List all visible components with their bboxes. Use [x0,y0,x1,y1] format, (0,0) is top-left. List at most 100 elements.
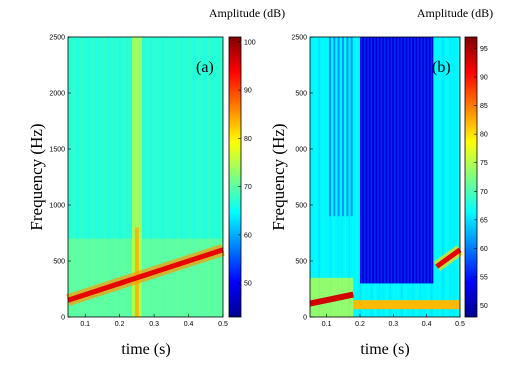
stripe [204,37,207,317]
low-band [353,300,460,310]
y-tick-label: 000 [295,147,307,154]
quiet-stripe [407,37,409,284]
stripe [177,37,180,317]
stripe [123,37,125,317]
colorbar-b [465,37,477,317]
quiet-stripe [387,37,389,284]
quiet-stripe [374,37,376,284]
x-tick-label: 0.2 [115,321,125,328]
colorbar-b-label: Amplitude (dB) [417,6,493,20]
stripe [181,37,183,317]
colorbar-tick-label: 90 [480,75,488,82]
y-axis-label-a: Frequency (Hz) [27,123,46,230]
stripe [115,37,118,317]
panel-label-a: (a) [196,59,214,76]
colorbar-tick-label: 90 [244,88,252,95]
quiet-stripe [420,37,423,284]
spectrogram-a-frame [67,36,224,318]
y-tick-label: 500 [53,259,65,266]
quiet-stripe [364,37,366,284]
quiet-stripe [367,37,369,284]
broadband-peak [131,37,142,317]
stripe [146,37,149,317]
colorbar-tick-label: 80 [480,132,488,139]
stripe [310,37,313,317]
spectrogram-b-features [309,37,464,317]
stripe [325,37,328,317]
stripe [189,37,191,317]
stripe [196,37,199,317]
colorbar-tick-label: 95 [480,46,488,53]
colorbar-tick-label: 80 [244,136,252,143]
stripe [314,37,317,317]
quiet-stripe [384,37,386,284]
quiet-stripe [397,37,399,284]
colorbar-a [229,37,241,317]
x-tick-label: 0.5 [455,321,465,328]
stripe [119,37,121,317]
stripe [84,37,87,317]
y-tick-label: 2500 [49,35,65,42]
panel-label-b: (b) [432,59,451,76]
colorbar-tick-label: 50 [480,303,488,310]
stripe [99,37,102,317]
stripe [200,37,203,317]
stripe [88,37,90,317]
x-tick-label: 0.5 [218,321,228,328]
panel-a: 0.1 0.2 0.3 0.4 0.5 0 500 1000 1500 2000 2500 (a)… [27,6,285,358]
spectrogram-a-features [66,37,225,317]
colorbar-tick-label: 70 [480,189,488,196]
stripe [442,37,444,317]
y-tick-label: 2000 [49,91,65,98]
stripe [212,37,214,317]
stripe [150,37,152,317]
y-axis-label-b: Frequency (Hz) [269,123,288,230]
colorbar-b-frame [464,36,478,318]
stripe [220,37,222,317]
stripe [111,37,114,317]
quiet-stripe [394,37,396,284]
stripe [318,37,320,317]
stripe [142,37,145,317]
stripe [352,37,354,317]
quiet-stripe [427,37,429,284]
stripe [96,37,98,317]
stripe [348,37,350,317]
streak [333,37,336,217]
quiet-stripe [417,37,419,284]
stripe [161,37,164,317]
y-axis-ticks-a: 0 500 1000 1500 2000 2500 [49,35,71,322]
stripe [322,37,324,317]
streak [350,37,353,217]
late-chirp [435,247,462,269]
x-tick-label: 0.1 [80,321,90,328]
y-tick-label: 500 [295,91,307,98]
quiet-stripe [410,37,413,284]
stripe [434,37,437,317]
stripe [127,37,129,317]
quiet-stripe [370,37,373,284]
quiet-stripe [377,37,379,284]
stripe [158,37,160,317]
stripe [80,37,83,317]
colorbar-tick-label: 75 [480,160,488,167]
stripe [216,37,218,317]
colorbar-tick-label: 60 [244,232,252,239]
y-tick-label: 0 [61,315,65,322]
colorbar-tick-label: 60 [480,246,488,253]
stripe [344,37,347,317]
quiet-stripe [404,37,406,284]
streak [337,37,340,217]
quiet-stripe [400,37,403,284]
quiet-stripe [380,37,383,284]
x-axis-ticks-b: 0.1 0.2 0.3 0.4 0.5 [322,314,465,328]
colorbar-tick-label: 50 [244,281,252,288]
x-tick-label: 0.3 [149,321,159,328]
streak [342,37,344,217]
stripe [76,37,79,317]
stripe [449,37,452,317]
stripe [355,37,358,317]
colorbar-b-ticks: 50 55 60 65 70 75 80 85 90 95 [474,46,488,310]
stripe [72,37,75,317]
early-chirp [309,291,354,307]
